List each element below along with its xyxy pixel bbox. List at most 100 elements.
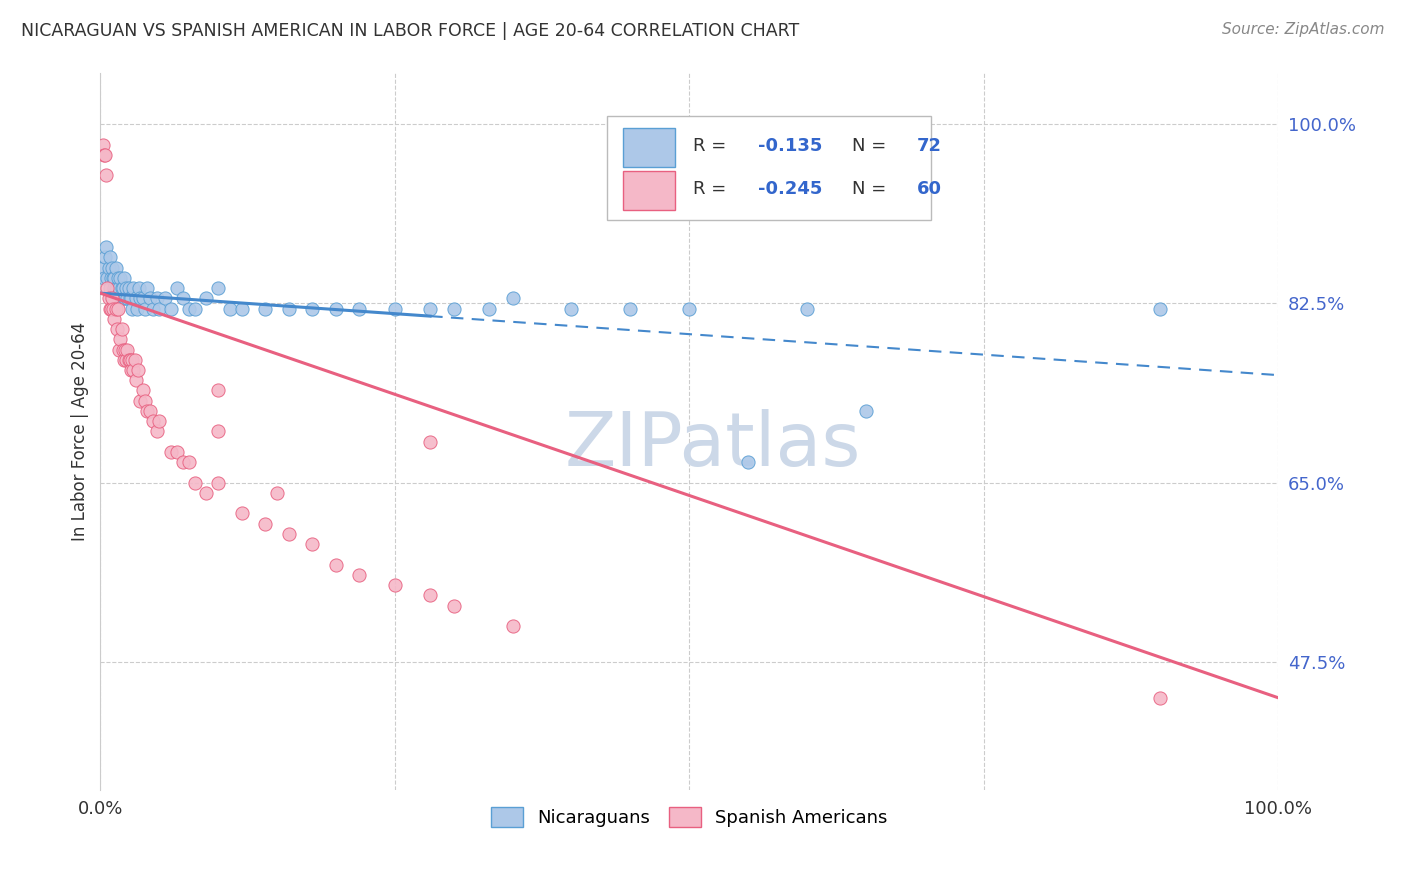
Point <box>146 425 169 439</box>
Point <box>384 578 406 592</box>
Point <box>118 352 141 367</box>
Point <box>107 270 129 285</box>
Point <box>128 281 150 295</box>
Point <box>349 301 371 316</box>
Point <box>112 352 135 367</box>
Point <box>124 352 146 367</box>
Point <box>97 291 120 305</box>
Point <box>177 301 200 316</box>
Point <box>105 281 128 295</box>
Point <box>172 455 194 469</box>
Text: 60: 60 <box>917 180 942 198</box>
Point <box>96 169 118 183</box>
Point <box>117 343 139 357</box>
Text: N =: N = <box>852 180 891 198</box>
Text: -0.135: -0.135 <box>758 137 823 155</box>
Point <box>254 516 277 531</box>
Point <box>104 260 127 275</box>
Text: 72: 72 <box>917 137 942 155</box>
Text: ZIPatlas: ZIPatlas <box>565 409 860 483</box>
Point <box>146 291 169 305</box>
Point <box>1149 301 1171 316</box>
Point <box>195 486 218 500</box>
Point <box>94 250 117 264</box>
Point <box>129 393 152 408</box>
Point <box>134 393 156 408</box>
Point <box>160 301 183 316</box>
Point <box>139 291 162 305</box>
Point <box>96 281 118 295</box>
Text: R =: R = <box>693 180 731 198</box>
Point <box>111 281 134 295</box>
Point <box>1149 690 1171 705</box>
Point <box>855 404 877 418</box>
Point <box>110 270 132 285</box>
Point <box>301 537 323 551</box>
Point <box>122 363 145 377</box>
Point <box>443 599 465 613</box>
Point <box>108 343 131 357</box>
Point <box>166 445 188 459</box>
Point <box>96 270 118 285</box>
Point <box>117 291 139 305</box>
Point <box>127 363 149 377</box>
Text: Source: ZipAtlas.com: Source: ZipAtlas.com <box>1222 22 1385 37</box>
Point <box>134 301 156 316</box>
Point <box>301 301 323 316</box>
Point <box>100 270 122 285</box>
Point <box>121 352 143 367</box>
Point <box>443 301 465 316</box>
Point <box>132 384 155 398</box>
Point <box>100 301 122 316</box>
Point <box>112 270 135 285</box>
Point <box>101 260 124 275</box>
Point <box>177 455 200 469</box>
Point <box>115 281 138 295</box>
Point <box>219 301 242 316</box>
Point <box>97 260 120 275</box>
Point <box>419 301 441 316</box>
Point <box>796 301 818 316</box>
Point <box>419 434 441 449</box>
Point <box>139 404 162 418</box>
Point <box>153 291 176 305</box>
Point <box>91 137 114 152</box>
Point <box>384 301 406 316</box>
Legend: Nicaraguans, Spanish Americans: Nicaraguans, Spanish Americans <box>484 799 896 835</box>
Point <box>349 567 371 582</box>
Point <box>117 352 139 367</box>
Point <box>148 301 170 316</box>
Point <box>114 291 136 305</box>
Point <box>125 373 148 387</box>
Point <box>117 281 139 295</box>
Point <box>254 301 277 316</box>
Point <box>148 414 170 428</box>
Point <box>142 301 165 316</box>
Point <box>207 475 229 490</box>
Point <box>120 291 142 305</box>
Point <box>231 301 253 316</box>
Point <box>419 588 441 602</box>
Point <box>103 301 125 316</box>
Point <box>111 343 134 357</box>
Point <box>110 291 132 305</box>
Point <box>107 291 129 305</box>
Point <box>105 322 128 336</box>
Point <box>142 414 165 428</box>
Point <box>132 291 155 305</box>
Point <box>502 619 524 633</box>
Point <box>737 455 759 469</box>
Point <box>325 558 347 572</box>
Point <box>103 281 125 295</box>
Point <box>112 291 135 305</box>
Point <box>125 291 148 305</box>
Point <box>110 332 132 346</box>
Point <box>110 322 132 336</box>
Point <box>183 475 205 490</box>
Point <box>93 148 115 162</box>
Text: R =: R = <box>693 137 731 155</box>
Point <box>136 281 159 295</box>
Point <box>502 291 524 305</box>
Point <box>122 281 145 295</box>
Point <box>98 301 121 316</box>
